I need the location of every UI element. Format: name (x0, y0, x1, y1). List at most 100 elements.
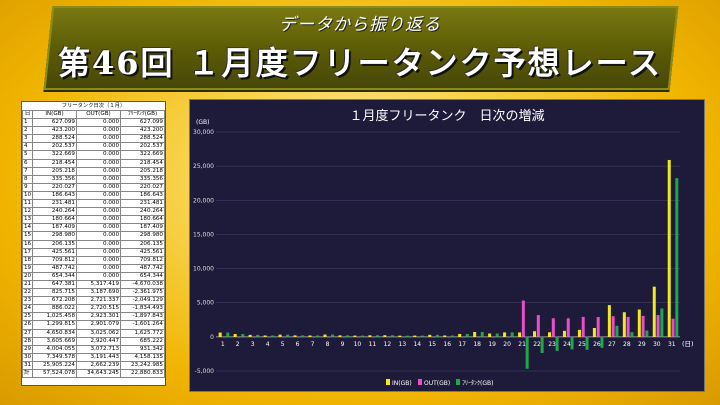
y-tick-label: 0 (210, 334, 214, 341)
cell-in: 487.742 (32, 263, 77, 273)
y-tick-label: 5,000 (197, 300, 214, 307)
table-row: 計 57,524.078 34,643.245 22,880.833 (22, 368, 165, 379)
y-tick-label: 10,000 (193, 266, 214, 273)
bar (611, 316, 615, 337)
x-tick-label: 21 (518, 341, 526, 348)
cell-in: 1,025.458 (32, 312, 77, 322)
legend-entry: IN(GB) (392, 380, 412, 387)
bar (282, 336, 286, 338)
cell-freetank: 298.980 (120, 231, 165, 241)
bar (435, 334, 439, 337)
cell-freetank: 931.342 (120, 344, 165, 354)
cell-out: 3,072.713 (76, 344, 121, 354)
bar (372, 336, 376, 338)
table-row: 27 4,650.834 3,025.062 1,625.772 (22, 328, 165, 338)
bar (375, 335, 379, 337)
cell-freetank: -2,049.129 (120, 296, 165, 306)
daily-table: 日 IN(GB) OUT(GB) ﾌﾘｰﾀﾝｸ(GB) 1 627.099 0.00… (22, 109, 165, 379)
cell-freetank: 202.537 (120, 142, 165, 152)
x-tick-label: 25 (578, 341, 586, 348)
bar (645, 330, 649, 337)
cell-in: 206.135 (32, 239, 77, 249)
cell-day: 19 (22, 263, 33, 273)
cell-in: 3,605.669 (32, 336, 77, 346)
cell-out: 34,643.245 (76, 368, 121, 379)
bar (353, 335, 357, 337)
bar (267, 336, 271, 338)
bar (368, 335, 372, 337)
table-row: 26 1,299.815 2,901.079 -1,601.264 (22, 320, 165, 330)
x-tick-label: 28 (623, 341, 631, 348)
cell-out: 0.000 (76, 239, 121, 249)
cell-in: 186.643 (32, 190, 77, 201)
cell-day: 2 (22, 126, 33, 136)
cell-in: 220.027 (32, 182, 77, 192)
bar (506, 336, 510, 338)
cell-freetank: 288.524 (120, 134, 165, 144)
cell-freetank: 487.742 (120, 263, 165, 273)
table-row: 30 7,349.578 3,191.443 4,158.135 (22, 352, 165, 362)
y-tick-label: -5,000 (195, 368, 215, 375)
x-tick-label: 11 (369, 341, 377, 348)
bar (536, 315, 540, 337)
cell-day: 計 (22, 368, 33, 379)
cell-day: 11 (22, 199, 33, 209)
bar (503, 332, 507, 337)
cell-out: 0.000 (76, 263, 121, 273)
table-row: 22 825.715 3,187.690 -2,361.975 (22, 288, 165, 298)
cell-day: 15 (22, 231, 33, 241)
cell-in: 57,524.078 (32, 368, 77, 379)
cell-freetank: -1,897.843 (120, 312, 165, 322)
bar (581, 316, 585, 337)
cell-freetank: 335.356 (120, 174, 165, 184)
cell-day: 8 (22, 174, 33, 184)
bar (383, 335, 387, 337)
bar (387, 336, 391, 338)
bar (263, 335, 267, 337)
bar (413, 335, 417, 337)
x-tick-label: 18 (473, 341, 481, 348)
cell-freetank: -1,601.264 (120, 320, 165, 330)
bar (626, 316, 630, 337)
cell-freetank: 180.664 (120, 215, 165, 225)
x-tick-label: 13 (399, 341, 407, 348)
x-tick-label: 20 (503, 341, 511, 348)
cell-in: 205.218 (32, 166, 77, 176)
cell-freetank: 240.264 (120, 207, 165, 217)
cell-out: 0.000 (76, 271, 121, 281)
cell-in: 425.561 (32, 247, 77, 257)
cell-freetank: 685.222 (120, 336, 165, 346)
y-axis-label: (GB) (196, 119, 209, 126)
cell-freetank: 205.218 (120, 166, 165, 176)
cell-day: 25 (22, 312, 33, 322)
cell-out: 0.000 (76, 158, 121, 168)
bar (241, 333, 245, 337)
x-tick-label: 9 (341, 341, 345, 348)
bar (667, 159, 671, 337)
cell-day: 30 (22, 352, 33, 362)
bar (338, 335, 342, 337)
chart-svg: １月度フリータンク 日次の増減 (GB) -5,000 0 5,000 10,000 15,… (193, 108, 694, 387)
cell-day: 5 (22, 150, 33, 160)
chart-title: １月度フリータンク 日次の増減 (349, 108, 544, 124)
cell-day: 13 (22, 215, 33, 225)
bar (316, 335, 320, 337)
cell-out: 2,721.337 (76, 296, 121, 306)
table-row: 7 205.218 0.000 205.218 (22, 166, 165, 176)
table-row: 21 647.381 5,317.419 -4,670.038 (22, 279, 165, 290)
bar (420, 335, 424, 337)
cell-day: 6 (22, 158, 33, 168)
table-row: 29 4,004.055 3,072.713 931.342 (22, 344, 165, 354)
cell-day: 1 (22, 118, 33, 128)
bar (525, 336, 529, 369)
bar (301, 335, 305, 337)
cell-out: 0.000 (76, 118, 121, 128)
bar (570, 336, 574, 350)
bar (390, 335, 394, 337)
bar (346, 335, 350, 337)
bar (551, 318, 555, 337)
cell-day: 27 (22, 328, 33, 338)
cell-in: 180.664 (32, 215, 77, 225)
bar (596, 317, 600, 337)
table-row: 14 187.409 0.000 187.409 (22, 223, 165, 233)
